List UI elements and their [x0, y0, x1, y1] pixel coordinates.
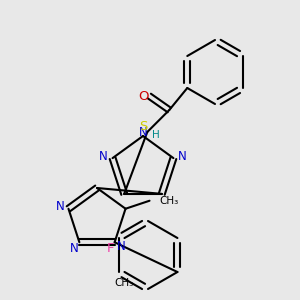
Text: O: O	[138, 89, 148, 103]
Text: F: F	[107, 242, 114, 254]
Text: N: N	[70, 242, 79, 255]
Text: N: N	[139, 125, 148, 139]
Text: CH₃: CH₃	[115, 278, 134, 288]
Text: CH₃: CH₃	[160, 196, 179, 206]
Text: N: N	[56, 200, 65, 213]
Text: N: N	[99, 150, 108, 163]
Text: S: S	[139, 121, 147, 134]
Text: N: N	[117, 240, 126, 253]
Text: H: H	[152, 130, 160, 140]
Text: N: N	[178, 150, 187, 163]
